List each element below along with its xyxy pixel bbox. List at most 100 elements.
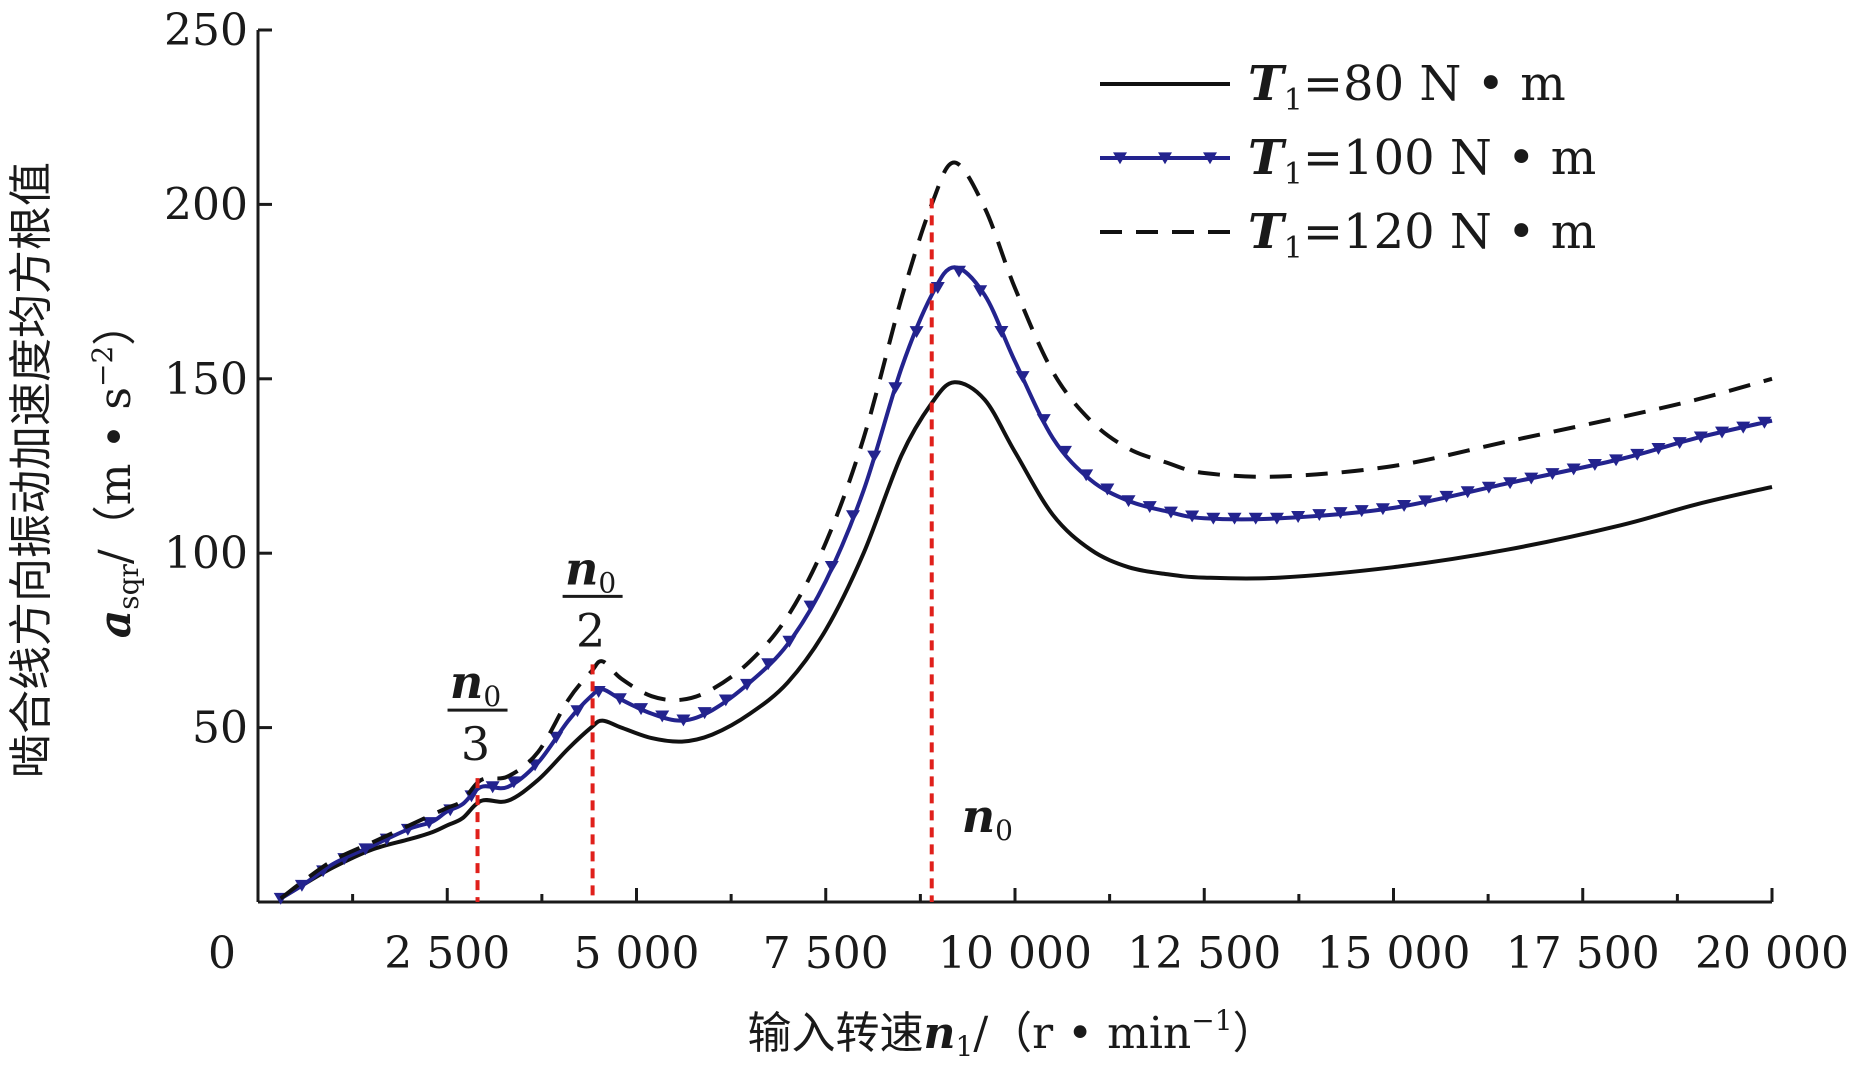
series-marker: [1375, 503, 1390, 516]
series-marker: [528, 759, 543, 772]
y-axis-var: a: [90, 610, 141, 639]
x-axis-var-sub: 1: [955, 1030, 973, 1063]
y-axis-var-sub: sqr: [112, 563, 145, 609]
y-axis-title-text: 啮合线方向振动加速度均方根值: [6, 162, 57, 778]
series-marker: [612, 693, 627, 706]
x-tick-label: 2 500: [384, 928, 510, 979]
y-ticks: 50 100 150 200 250: [164, 5, 272, 754]
svg-text:asqr/（m • s−2）: asqr/（m • s−2）: [86, 302, 145, 639]
y-tick-label: 250: [164, 5, 248, 56]
series-marker: [718, 694, 733, 707]
series-marker: [1079, 469, 1094, 482]
series-marker: [1121, 495, 1136, 508]
x-axis-unit-suffix: ）: [1233, 1008, 1277, 1059]
legend-marker: [1158, 152, 1172, 165]
series-line: [279, 160, 1773, 901]
series-marker: [1587, 458, 1602, 471]
x-tick-label: 0: [208, 928, 236, 979]
legend-marker: [1203, 152, 1217, 165]
x-axis-unit-prefix: /（r • min: [973, 1008, 1191, 1059]
ref-label-denominator: 2: [576, 603, 605, 657]
legend: T1=80 N • m T1=100 N • m T1=120 N • m: [1100, 56, 1596, 266]
series-marker: [1418, 495, 1433, 508]
series-marker: [655, 710, 670, 723]
series-line: [279, 380, 1773, 901]
series-layer: [273, 160, 1773, 905]
legend-item-0: T1=80 N • m: [1100, 56, 1566, 118]
x-tick-label: 10 000: [938, 928, 1092, 979]
series-marker: [1566, 463, 1581, 476]
series-marker: [1248, 512, 1263, 525]
series-marker: [888, 382, 903, 395]
x-tick-label: 20 000: [1695, 928, 1849, 979]
y-axis-unit-suffix: ）: [90, 302, 141, 346]
series-marker: [1439, 490, 1454, 503]
series-marker: [1545, 468, 1560, 480]
series-marker: [422, 817, 437, 830]
x-tick-label: 17 500: [1506, 928, 1660, 979]
series-marker: [1503, 477, 1518, 490]
series-marker: [1057, 445, 1072, 458]
series-marker: [570, 705, 585, 718]
series-marker: [1693, 431, 1708, 444]
x-ticks: 0 2 500 5 000 7 500 10 000 12 500 15 000 17 500…: [208, 888, 1849, 979]
series-marker: [1460, 486, 1475, 499]
y-axis-unit-prefix: /（m • s: [90, 387, 141, 564]
series-marker: [506, 776, 521, 789]
ref-label-numerator: n0: [450, 655, 501, 713]
series-marker: [1630, 448, 1645, 461]
series-line: [279, 265, 1773, 901]
ref-label: n0: [962, 789, 1013, 847]
series-marker: [740, 678, 755, 691]
series-2: [279, 160, 1773, 901]
series-marker: [676, 714, 691, 727]
series-marker: [1397, 499, 1412, 512]
ref-marker-1: n02: [562, 541, 623, 902]
x-axis-title: 输入转速n1/（r • min−1）: [747, 1004, 1276, 1063]
series-marker: [1333, 507, 1348, 520]
series-marker: [909, 326, 924, 339]
series-marker: [1142, 501, 1157, 514]
series-marker: [1651, 442, 1666, 455]
series-marker: [358, 843, 373, 856]
x-axis-var: n: [923, 1008, 955, 1059]
legend-item-1: T1=100 N • m: [1100, 130, 1596, 192]
x-axis-title-text: 输入转速: [747, 1008, 923, 1059]
series-marker: [591, 685, 606, 698]
series-marker: [549, 731, 564, 744]
series-marker: [1036, 414, 1051, 426]
legend-label: T1=80 N • m: [1248, 56, 1566, 118]
series-marker: [1672, 437, 1687, 450]
series-marker: [1163, 506, 1178, 519]
series-marker: [824, 560, 839, 573]
series-marker: [846, 510, 861, 523]
series-marker: [1269, 512, 1284, 525]
series-marker: [761, 658, 776, 671]
svg-text:啮合线方向振动加速度均方根值: 啮合线方向振动加速度均方根值: [6, 162, 57, 778]
series-marker: [930, 282, 945, 294]
series-marker: [1227, 512, 1242, 525]
ref-label-denominator: 3: [461, 717, 490, 771]
series-marker: [782, 635, 797, 648]
series-marker: [1206, 512, 1221, 525]
x-tick-label: 5 000: [574, 928, 700, 979]
series-marker: [951, 265, 966, 278]
series-marker: [1481, 481, 1496, 494]
y-axis-title: 啮合线方向振动加速度均方根值 asqr/（m • s−2）: [6, 162, 145, 778]
x-tick-label: 12 500: [1127, 928, 1281, 979]
x-axis-unit-sup: −1: [1191, 1004, 1232, 1037]
series-marker: [1524, 472, 1539, 485]
series-marker: [803, 600, 818, 613]
legend-item-2: T1=120 N • m: [1100, 204, 1596, 266]
series-marker: [973, 285, 988, 298]
series-marker: [485, 781, 500, 794]
series-marker: [634, 703, 649, 716]
series-marker: [1015, 371, 1030, 384]
series-marker: [1715, 426, 1730, 439]
y-tick-label: 100: [164, 528, 248, 579]
series-marker: [400, 823, 415, 836]
legend-marker: [1113, 152, 1127, 165]
ref-label-numerator: n0: [565, 541, 616, 599]
